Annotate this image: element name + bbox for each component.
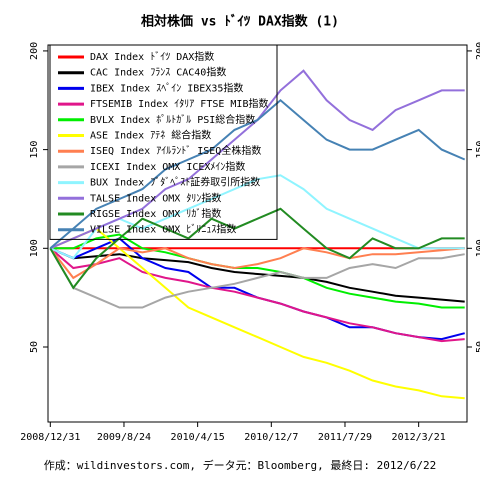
- y2-tick-label: 150: [475, 141, 480, 159]
- x-tick-label: 2010/12/7: [244, 432, 298, 443]
- legend-label: ISEQ Index ｱｲﾙﾗﾝﾄﾞ ISEQ全株指数: [90, 144, 261, 157]
- legend-label: RIGSE Index OMX ﾘｶﾞ指数: [90, 207, 221, 220]
- y2-tick-label: 200: [475, 42, 480, 60]
- x-tick-label: 2011/7/29: [318, 432, 372, 443]
- series-line: [49, 247, 465, 280]
- y2-tick-label: 50: [475, 341, 480, 353]
- series-line: [49, 207, 465, 290]
- legend: DAX Index ﾄﾞｲﾂ DAX指数 CAC Index ﾌﾗﾝｽ CAC40…: [49, 44, 278, 240]
- series-line: [50, 233, 465, 309]
- series-line: [49, 98, 466, 250]
- series-line: [49, 69, 465, 250]
- y-tick-label: 150: [29, 141, 40, 159]
- series-line: [49, 247, 465, 343]
- legend-label: IBEX Index ｽﾍﾟｲﾝ IBEX35指数: [90, 81, 243, 94]
- series-line: [49, 247, 465, 309]
- legend-label: BVLX Index ﾎﾟﾙﾄｶﾞﾙ PSI総合指数: [90, 113, 255, 126]
- legend-label: FTSEMIB Index ｲﾀﾘｱ FTSE MIB指数: [90, 97, 268, 110]
- legend-label: VILSE Index OMX ﾋﾞﾘﾆｭｽ指数: [90, 223, 236, 236]
- legend-label: BUX Index ﾌﾞﾀﾞﾍﾟｽﾄ証券取引所指数: [90, 176, 260, 189]
- x-tick-label: 2008/12/31: [20, 432, 80, 443]
- legend-label: ICEXI Index OMX ICEXﾒｲﾝ指数: [90, 160, 245, 173]
- chart-title: 相対株価 vs ﾄﾞｲﾂ DAX指数 (1): [141, 14, 339, 30]
- y-tick-label: 200: [29, 42, 40, 60]
- x-tick-label: 2009/8/24: [97, 432, 151, 443]
- x-tick-label: 2012/3/21: [392, 432, 446, 443]
- legend-label: ASE Index ｱﾃﾈ 総合指数: [90, 129, 211, 142]
- y-tick-label: 100: [29, 239, 40, 257]
- footer: 作成：wildinvestors.com, データ元：Bloomberg, 最終…: [44, 458, 437, 472]
- legend-box: [49, 44, 278, 240]
- legend-label: CAC Index ﾌﾗﾝｽ CAC40指数: [90, 66, 226, 79]
- legend-label: TALSE Index OMX ﾀﾘﾝ指数: [90, 191, 221, 204]
- series-line: [49, 247, 465, 303]
- legend-label: DAX Index ﾄﾞｲﾂ DAX指数: [90, 50, 214, 63]
- y2-tick-label: 100: [475, 239, 480, 257]
- x-tick-label: 2010/4/15: [171, 432, 225, 443]
- y-tick-label: 50: [29, 341, 40, 353]
